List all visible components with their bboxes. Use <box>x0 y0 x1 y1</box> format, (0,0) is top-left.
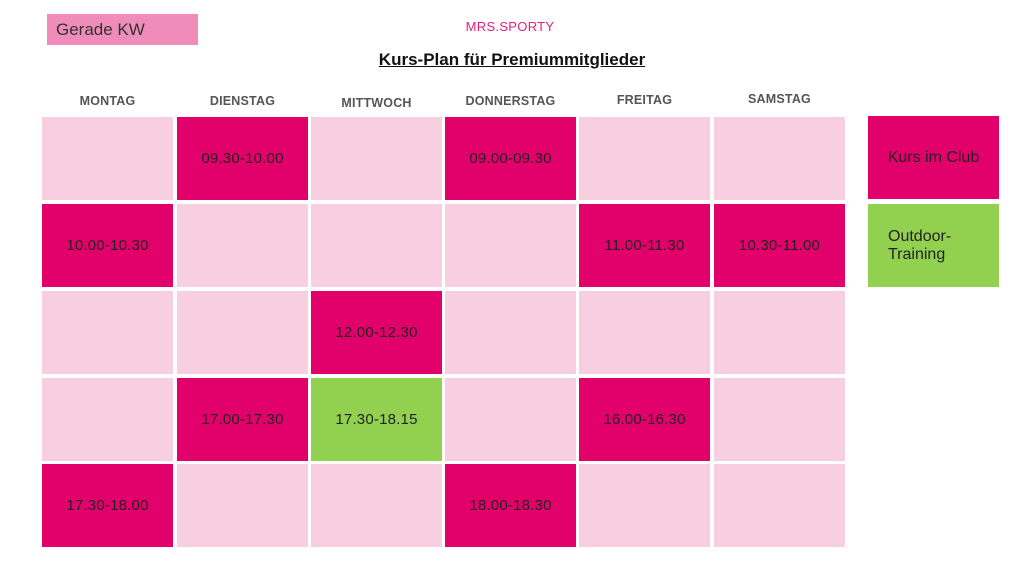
schedule-cell-empty <box>177 204 308 287</box>
schedule-cell-empty <box>311 464 442 547</box>
schedule-cell-empty <box>42 378 173 461</box>
schedule-slot-club: 09.30-10.00 <box>177 117 308 200</box>
schedule-cell-empty <box>445 378 576 461</box>
day-header-dienstag: DIENSTAG <box>209 94 276 108</box>
schedule-slot-club: 09.00-09.30 <box>445 117 576 200</box>
schedule-cell-empty <box>42 291 173 374</box>
schedule-title: Kurs-Plan für Premiummitglieder <box>378 50 646 69</box>
schedule-cell-empty <box>714 291 845 374</box>
schedule-slot-club: 10.00-10.30 <box>42 204 173 287</box>
schedule-cell-empty <box>42 117 173 200</box>
day-header-donnerstag: DONNERSTAG <box>465 94 556 108</box>
schedule-slot-club: 17.00-17.30 <box>177 378 308 461</box>
schedule-cell-empty <box>311 204 442 287</box>
brand-logo-text: MRS.SPORTY <box>465 19 555 34</box>
schedule-slot-club: 11.00-11.30 <box>579 204 710 287</box>
schedule-cell-empty <box>177 464 308 547</box>
schedule-cell-empty <box>714 464 845 547</box>
schedule-cell-empty <box>714 117 845 200</box>
schedule-cell-empty <box>445 291 576 374</box>
day-header-samstag: SAMSTAG <box>748 92 811 106</box>
schedule-slot-outdoor: 17.30-18.15 <box>311 378 442 461</box>
day-header-montag: MONTAG <box>79 94 136 108</box>
schedule-slot-club: 18.00-18.30 <box>445 464 576 547</box>
schedule-cell-empty <box>579 117 710 200</box>
week-type-badge: Gerade KW <box>47 14 198 45</box>
schedule-cell-empty <box>579 291 710 374</box>
schedule-cell-empty <box>445 204 576 287</box>
day-header-mittwoch: MITTWOCH <box>341 96 412 110</box>
legend-outdoor-training: Outdoor-Training <box>868 204 999 287</box>
schedule-slot-club: 17.30-18.00 <box>42 464 173 547</box>
schedule-cell-empty <box>579 464 710 547</box>
schedule-slot-club: 12.00-12.30 <box>311 291 442 374</box>
schedule-cell-empty <box>714 378 845 461</box>
schedule-slot-club: 10.30-11.00 <box>714 204 845 287</box>
schedule-cell-empty <box>177 291 308 374</box>
day-header-freitag: FREITAG <box>616 93 673 107</box>
schedule-slot-club: 16.00-16.30 <box>579 378 710 461</box>
schedule-cell-empty <box>311 117 442 200</box>
legend-club-course: Kurs im Club <box>868 116 999 199</box>
